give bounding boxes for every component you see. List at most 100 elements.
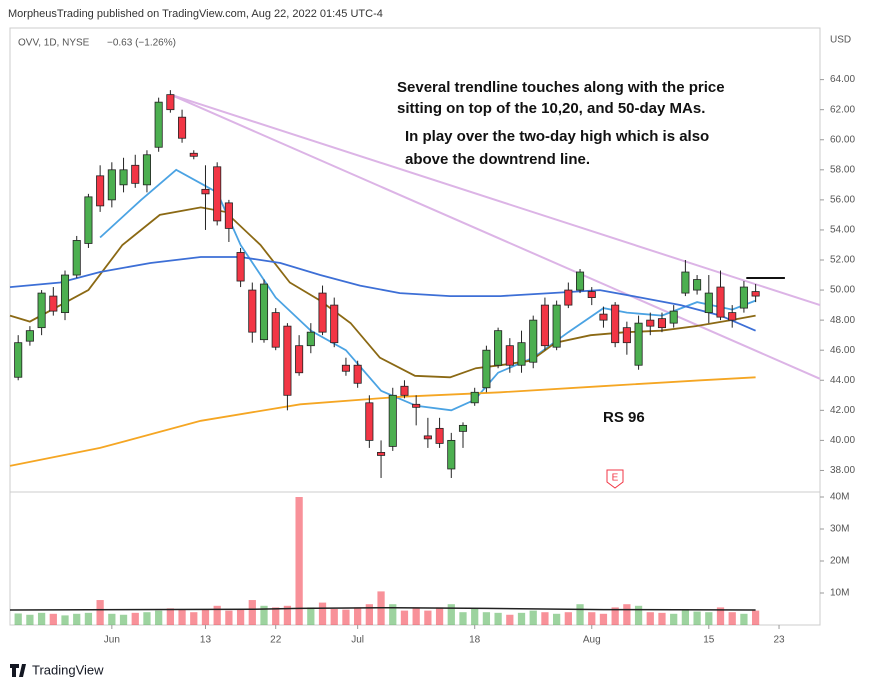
trendline <box>169 93 821 380</box>
volume-bar <box>26 614 34 625</box>
trendline <box>170 93 821 307</box>
volume-bar <box>658 612 666 625</box>
volume-bar <box>225 610 233 625</box>
volume-bar <box>564 612 572 625</box>
volume-bar <box>751 610 760 625</box>
volume-bar <box>166 608 174 625</box>
volume-bar <box>201 609 210 625</box>
candle-body <box>131 164 140 184</box>
volume-bar <box>728 612 736 625</box>
candle-body <box>470 391 479 404</box>
volume-bar <box>213 605 221 625</box>
volume-bar <box>553 613 561 625</box>
candle-body <box>447 439 456 470</box>
volume-bar <box>119 614 128 625</box>
y-tick-label: 52.00 <box>830 255 855 266</box>
volume-bar <box>131 612 139 625</box>
volume-bar <box>318 602 327 625</box>
candle-body <box>96 175 105 207</box>
x-tick-label: 22 <box>270 635 282 646</box>
volume-bar <box>365 604 373 625</box>
candle-body <box>739 286 748 309</box>
volume-bar <box>634 605 643 625</box>
x-tick-label: Jul <box>351 635 364 646</box>
moving-average <box>9 256 756 332</box>
candle-body <box>248 289 257 333</box>
volume-bar <box>529 610 537 625</box>
candle-body <box>377 452 386 456</box>
volume-bar <box>412 607 420 625</box>
x-tick-label: 15 <box>703 635 715 646</box>
candle-body <box>564 289 573 306</box>
volume-bar <box>576 604 584 625</box>
volume-bar <box>307 607 315 625</box>
volume-bar <box>611 607 619 625</box>
volume-bar <box>646 612 654 625</box>
candle-body <box>587 291 596 298</box>
y-tick-label: 58.00 <box>830 164 855 175</box>
volume-bar <box>588 612 596 625</box>
volume-bar <box>400 610 409 625</box>
candle-body <box>599 313 608 321</box>
volume-ma <box>9 606 756 611</box>
candle-body <box>201 188 210 195</box>
v-tick-label: 20M <box>830 556 849 567</box>
candle-body <box>716 286 725 318</box>
x-tick-label: 18 <box>469 635 481 646</box>
volume-bar <box>96 600 104 625</box>
candle-body <box>283 325 292 396</box>
candle-body <box>330 304 339 344</box>
publisher: MorpheusTrading published on TradingView… <box>8 8 383 20</box>
candle-body <box>154 101 163 148</box>
y-tick-label: 62.00 <box>830 104 855 115</box>
volume-bar <box>248 600 256 625</box>
candle-body <box>669 310 678 324</box>
y-tick-label: 40.00 <box>830 435 855 446</box>
candle-body <box>84 196 93 244</box>
symbol: OVV, 1D, NYSE <box>18 38 90 49</box>
candle-body <box>505 345 514 366</box>
candle-body <box>728 312 737 321</box>
volume-bar <box>623 604 631 625</box>
y-tick-label: 46.00 <box>830 345 855 356</box>
candle-body <box>751 291 760 297</box>
candle-body <box>552 304 561 348</box>
volume-bar <box>283 605 292 625</box>
y-tick-label: 42.00 <box>830 405 855 416</box>
volume-bar <box>517 612 526 625</box>
volume-bar <box>178 609 186 625</box>
currency: USD <box>830 35 851 46</box>
candle-body <box>540 304 549 347</box>
volume-bar <box>506 614 514 625</box>
candle-body <box>365 402 374 441</box>
volume-bar <box>108 613 116 625</box>
volume-bar <box>482 612 491 625</box>
logo: TradingView <box>10 662 104 677</box>
candle-body <box>166 94 175 111</box>
annotation: sitting on top of the 10,20, and 50-day … <box>397 100 705 117</box>
annotation: above the downtrend line. <box>405 151 590 168</box>
volume-bar <box>435 607 444 625</box>
candle-body <box>318 292 327 333</box>
candle-body <box>412 403 421 408</box>
volume-bar <box>61 615 69 625</box>
v-tick-label: 10M <box>830 588 849 599</box>
candle-body <box>271 312 280 348</box>
v-tick-label: 30M <box>830 524 849 535</box>
volume-bar <box>49 613 57 625</box>
candle-body <box>178 116 187 139</box>
candle-body <box>634 322 643 366</box>
x-tick-label: Jun <box>104 635 120 646</box>
candle-body <box>494 330 503 366</box>
y-tick-label: 38.00 <box>830 465 855 476</box>
candle-body <box>388 394 397 447</box>
logo-icon <box>10 664 26 677</box>
y-tick-label: 44.00 <box>830 375 855 386</box>
change: −0.63 (−1.26%) <box>107 38 176 49</box>
volume-bar <box>693 611 701 625</box>
candle-body <box>60 274 70 314</box>
candle-body <box>576 271 585 291</box>
annotation: RS 96 <box>603 409 645 426</box>
volume-bar <box>354 607 362 625</box>
earnings-icon[interactable] <box>606 469 624 489</box>
